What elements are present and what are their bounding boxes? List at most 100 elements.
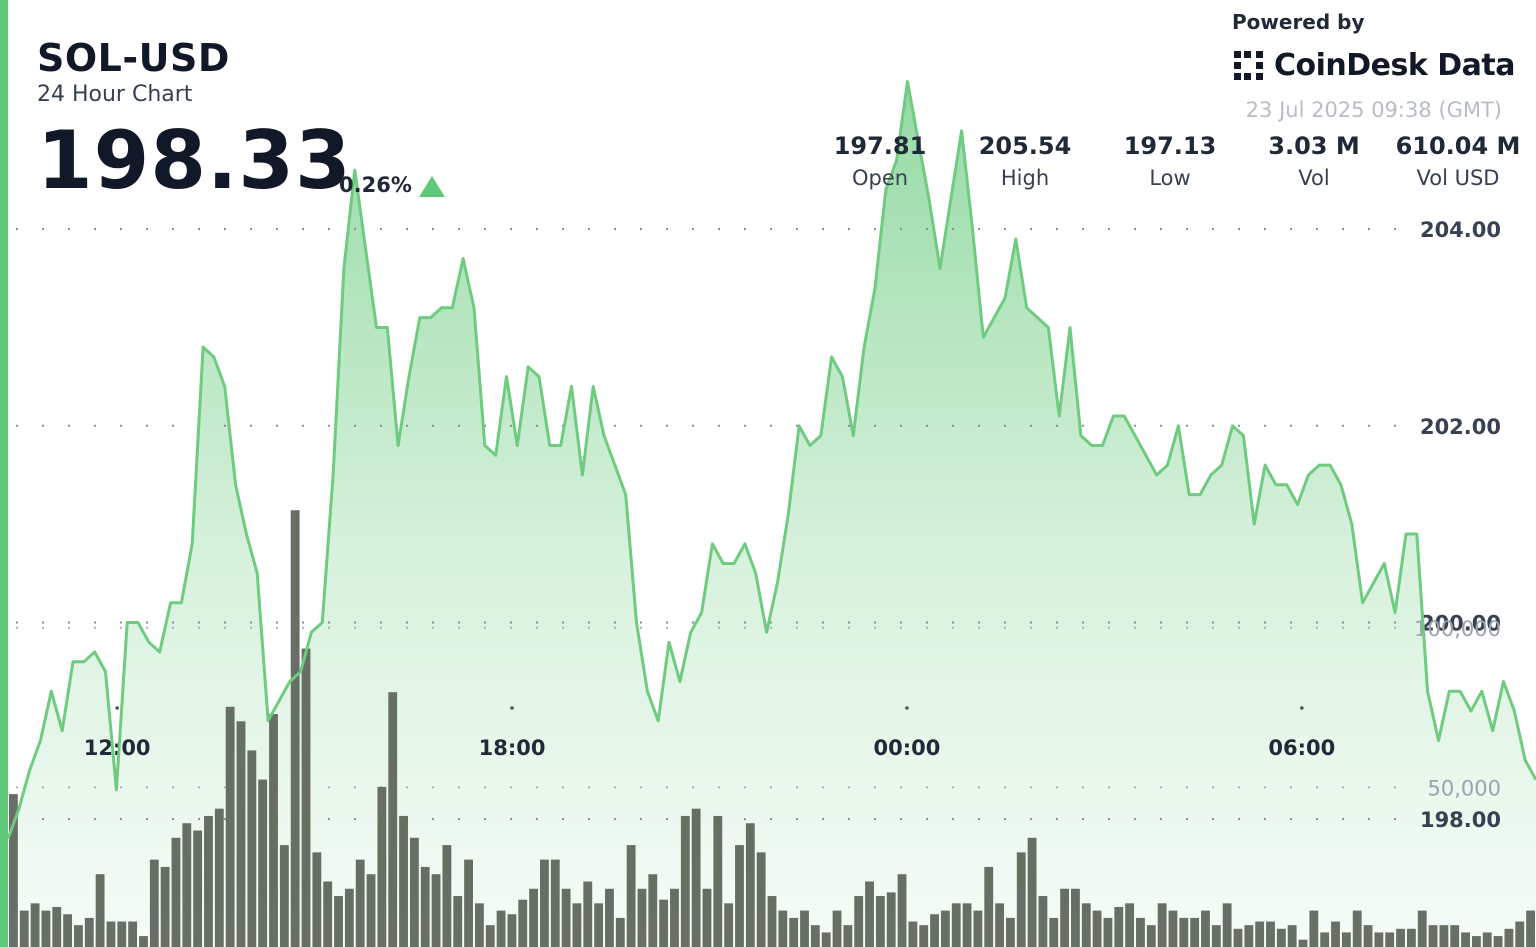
volume-bar: [745, 823, 755, 947]
timestamp: 23 Jul 2025 09:38 (GMT): [1245, 98, 1502, 122]
volume-bar: [323, 881, 333, 947]
stat-vol-usd-value: 610.04 M: [1395, 132, 1521, 160]
volume-bar: [1201, 910, 1210, 947]
volume-bar: [106, 921, 116, 947]
volume-bar: [919, 925, 929, 947]
volume-bar: [290, 510, 300, 947]
volume-bar: [1092, 910, 1102, 947]
volume-bar: [778, 910, 788, 947]
volume-bar: [875, 896, 885, 947]
price-line: [6, 80, 1536, 840]
volume-bar: [1081, 903, 1091, 947]
stat-vol-usd-label: Vol USD: [1416, 166, 1500, 190]
volume-bar: [659, 899, 669, 947]
stat-vol: 3.03 M Vol: [1234, 132, 1394, 190]
volume-bar: [204, 815, 213, 947]
volume-bar: [930, 914, 939, 947]
volume-bar: [464, 859, 473, 947]
volume-bar: [420, 866, 430, 947]
volume-bar: [529, 888, 539, 947]
volume-bar: [810, 925, 820, 947]
volume-bar: [789, 917, 799, 947]
volume-bar: [63, 914, 73, 947]
volume-bar: [995, 903, 1004, 947]
volume-bar: [301, 648, 311, 947]
y-tick-label: 204.00: [1420, 218, 1501, 242]
volume-bar: [485, 925, 495, 947]
volume-bar: [962, 903, 972, 947]
volume-bar: [724, 903, 734, 947]
volume-bar: [1233, 928, 1243, 947]
volume-bar: [832, 910, 842, 947]
volume-bar: [897, 874, 907, 947]
volume-bar: [1114, 906, 1124, 947]
volume-bar: [1298, 939, 1308, 947]
volume-bar: [1374, 932, 1384, 947]
volume-bar: [908, 921, 918, 947]
y-tick-label: 198.00: [1420, 808, 1501, 832]
x-tick-mark: [115, 706, 119, 710]
volume-bar: [279, 845, 289, 947]
volume-bar: [409, 837, 419, 947]
volume-bar: [214, 808, 224, 947]
volume-bar: [1450, 925, 1460, 947]
volume-bar: [973, 910, 983, 947]
coindesk-data-logo: CoinDesk Data: [1232, 48, 1516, 83]
volume-bar: [1027, 837, 1037, 947]
volume-bar: [1352, 910, 1362, 947]
volume-bar: [431, 874, 441, 947]
stat-vol-label: Vol: [1298, 166, 1330, 190]
volume-bar: [1244, 925, 1254, 947]
volume-tick-label: 100,000: [1414, 617, 1501, 641]
volume-bar: [1103, 917, 1113, 947]
volume-bar: [1038, 896, 1048, 947]
volume-bar: [756, 852, 766, 947]
volume-bar: [583, 881, 593, 947]
x-tick-label: 18:00: [479, 736, 546, 760]
stat-high-value: 205.54: [978, 132, 1072, 160]
volume-bar: [1157, 903, 1167, 947]
volume-bar: [1049, 917, 1059, 947]
up-arrow-icon: [419, 176, 445, 197]
volume-bar: [1526, 910, 1535, 947]
volume-bar: [1396, 928, 1405, 947]
volume-bar: [1168, 910, 1178, 947]
chart-subtitle: 24 Hour Chart: [37, 82, 193, 107]
volume-bar: [1179, 917, 1189, 947]
volume-bar: [594, 903, 604, 947]
volume-bar: [626, 845, 636, 947]
volume-bar: [1504, 928, 1514, 947]
volume-bar: [615, 917, 625, 947]
volume-bar: [117, 921, 127, 947]
volume-bar: [399, 815, 408, 947]
volume-bar: [1493, 936, 1503, 947]
volume-bar: [637, 888, 647, 947]
volume-bar: [1136, 917, 1145, 947]
volume-bar: [1471, 936, 1481, 947]
volume-bar: [1060, 888, 1070, 947]
powered-by-label: Powered by: [1232, 10, 1365, 34]
volume-bar: [496, 910, 506, 947]
volume-bar: [258, 779, 268, 947]
volume-bar: [670, 888, 679, 947]
volume-bar: [1146, 925, 1156, 947]
volume-bar: [312, 852, 322, 947]
volume-bar: [854, 896, 864, 947]
volume-bar: [182, 823, 192, 947]
volume-bar: [648, 874, 658, 947]
volume-bar: [713, 815, 723, 947]
volume-bar: [41, 910, 51, 947]
volume-bar: [1016, 852, 1026, 947]
volume-bar: [30, 903, 40, 947]
volume-bar: [680, 815, 690, 947]
volume-bar: [702, 888, 712, 947]
volume-bar: [95, 874, 105, 947]
volume-bar: [171, 837, 181, 947]
volume-bar: [344, 888, 354, 947]
volume-bar: [1385, 932, 1395, 947]
volume-bar: [518, 899, 528, 947]
volume-bar: [550, 859, 560, 947]
stat-low-label: Low: [1149, 166, 1191, 190]
volume-bar: [1287, 925, 1297, 947]
volume-bar: [388, 692, 398, 947]
